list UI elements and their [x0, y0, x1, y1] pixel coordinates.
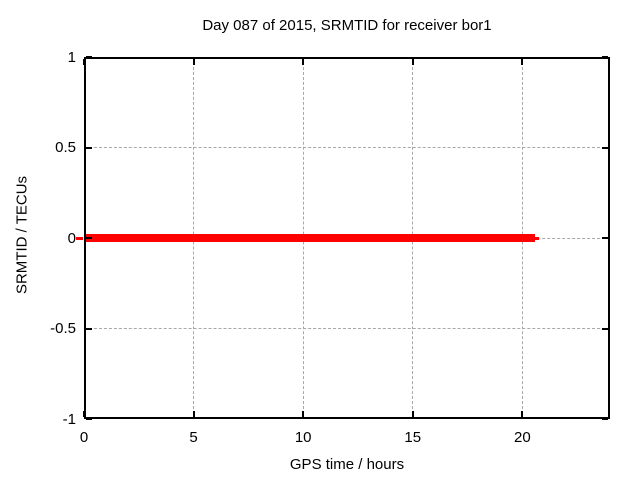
y-tick-right--1	[602, 418, 608, 420]
x-tick-label-0: 0	[79, 429, 89, 446]
y-tick-right-0.5	[602, 146, 608, 149]
x-tick-bottom-5	[192, 411, 195, 417]
y-axis-label: SRMTID / TECUs	[13, 175, 31, 295]
gridline-y--0.5	[84, 328, 610, 329]
x-tick-bottom-0	[83, 411, 85, 417]
x-tick-top-15	[411, 59, 414, 65]
y-tick-label--1: -1	[62, 410, 76, 428]
x-axis-label: GPS time / hours	[289, 456, 405, 473]
y-tick-left--0.5	[86, 327, 92, 330]
x-tick-top-20	[521, 59, 524, 65]
y-tick-left-0.5	[86, 146, 92, 149]
x-tick-label-10: 10	[294, 429, 312, 446]
y-tick-label--0.5: -0.5	[50, 320, 76, 337]
series-line-SRMTID	[84, 234, 536, 242]
y-tick-right-0	[602, 237, 608, 239]
y-tick-left--1	[86, 418, 92, 420]
y-tick-right--0.5	[602, 327, 608, 330]
y-tick-right-1	[602, 56, 608, 58]
x-tick-bottom-10	[302, 411, 305, 417]
chart-title: Day 087 of 2015, SRMTID for receiver bor…	[202, 17, 492, 34]
x-tick-top-10	[302, 59, 305, 65]
x-tick-label-5: 5	[189, 429, 198, 446]
gridline-y-0.5	[84, 147, 610, 148]
x-tick-label-20: 20	[513, 429, 531, 446]
series-right-cap	[535, 236, 540, 240]
plot-border	[84, 57, 610, 419]
y-tick-label-1: 1	[67, 48, 76, 66]
y-tick-label-0: 0	[67, 229, 76, 247]
x-tick-bottom-15	[411, 411, 414, 417]
x-tick-label-15: 15	[404, 429, 422, 446]
y-tick-left-0	[86, 237, 92, 239]
x-tick-top-0	[83, 59, 85, 65]
series-left-cap	[76, 236, 83, 240]
x-tick-bottom-20	[521, 411, 524, 417]
y-tick-left-1	[86, 56, 92, 58]
y-tick-label-0.5: 0.5	[55, 139, 76, 156]
x-tick-top-5	[192, 59, 195, 65]
